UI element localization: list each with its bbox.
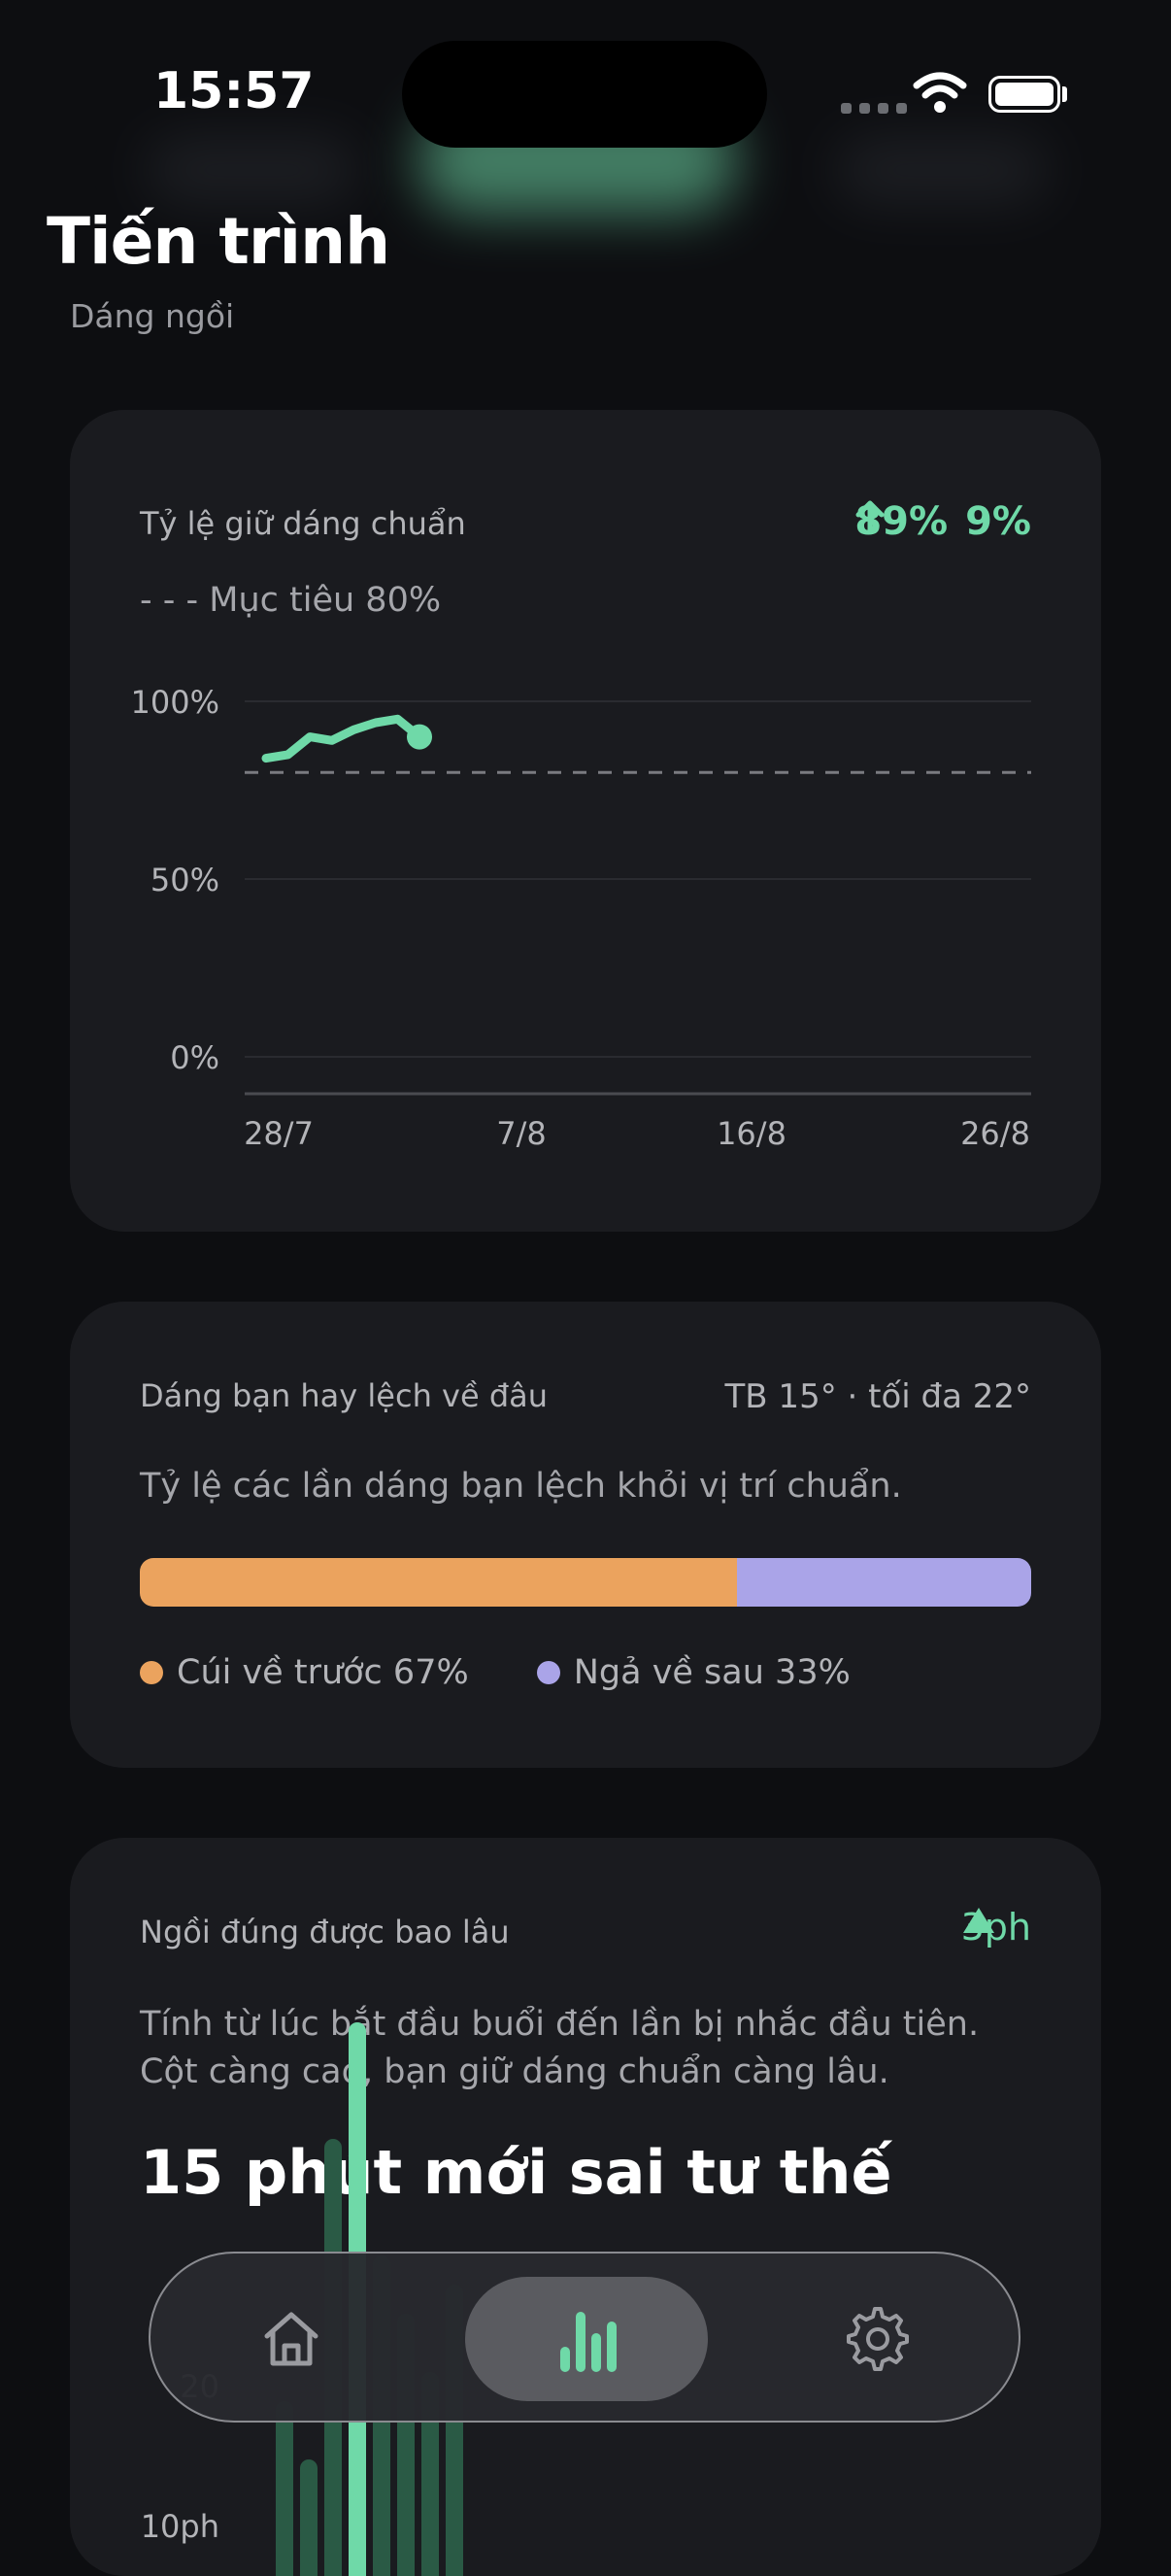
deviation-split-bar — [140, 1558, 1031, 1607]
gear-icon — [847, 2307, 909, 2371]
series-endpoint — [407, 724, 432, 750]
x-tick-label: 26/8 — [960, 1115, 1030, 1152]
posture-change: 9% — [855, 499, 1031, 544]
legend-backward-label: Ngả về sau 33% — [573, 1653, 851, 1692]
forward-segment — [140, 1558, 738, 1607]
card-label: Ngồi đúng được bao lâu — [140, 1914, 510, 1950]
bar-chart-icon — [560, 2312, 617, 2372]
wifi-icon — [913, 72, 967, 113]
forward-dot — [140, 1661, 163, 1684]
y-tick-label: 10ph — [141, 2508, 219, 2545]
triangle-up-icon — [962, 1908, 994, 1933]
posture-stat: 89% 9% — [854, 499, 1031, 544]
y-tick-label: 100% — [131, 684, 219, 721]
y-tick-label: 50% — [151, 862, 219, 898]
page-subtitle: Dáng ngồi — [70, 297, 235, 335]
tab-home[interactable] — [170, 2277, 413, 2401]
posture-line-chart: 100% 50% 0% 28/7 7/8 16/8 26/8 — [131, 684, 1031, 1152]
duration-bar — [276, 2401, 293, 2576]
duration-headline: 15 phút mới sai tư thế — [140, 2137, 892, 2208]
tab-progress[interactable] — [465, 2277, 708, 2401]
duration-bar-chart: 10ph20 — [141, 2022, 463, 2576]
backward-dot — [536, 1661, 560, 1684]
tab-settings[interactable] — [756, 2277, 999, 2401]
legend-forward-label: Cúi về trước 67% — [177, 1653, 469, 1692]
good-posture-card: Tỷ lệ giữ dáng chuẩn 89% 9% - - - Mục ti… — [70, 410, 1101, 1232]
duration-bar — [300, 2459, 318, 2576]
card-label: Dáng bạn hay lệch về đâu — [140, 1377, 549, 1414]
y-tick-label: 0% — [170, 1039, 219, 1076]
duration-bar — [421, 2372, 439, 2576]
battery-icon — [988, 76, 1060, 113]
posture-change-value: 9% — [965, 499, 1031, 544]
status-time: 15:57 — [153, 62, 315, 120]
home-icon — [264, 2312, 318, 2366]
arrow-up-icon — [855, 500, 885, 534]
deviation-legend: Cúi về trước 67% Ngả về sau 33% — [140, 1653, 851, 1692]
x-tick-label: 16/8 — [717, 1115, 786, 1152]
duration-delta: 3ph — [961, 1906, 1031, 1949]
deviation-description: Tỷ lệ các lần dáng bạn lệch khỏi vị trí … — [140, 1467, 902, 1506]
status-glow-right — [835, 136, 1049, 204]
deviation-card: Dáng bạn hay lệch về đâu TB 15° · tối đa… — [70, 1302, 1101, 1768]
backward-segment — [737, 1558, 1031, 1607]
dynamic-island — [402, 41, 767, 148]
legend-forward: Cúi về trước 67% — [140, 1653, 469, 1692]
legend-backward: Ngả về sau 33% — [536, 1653, 851, 1692]
duration-description: Tính từ lúc bắt đầu buổi đến lần bị nhắc… — [140, 2005, 980, 2091]
duration-card: Ngồi đúng được bao lâu 3ph Tính từ lúc b… — [70, 1838, 1101, 2576]
deviation-average: TB 15° · tối đa 22° — [724, 1377, 1031, 1416]
x-tick-label: 28/7 — [244, 1115, 314, 1152]
series-line — [261, 714, 424, 763]
target-legend: - - - Mục tiêu 80% — [140, 581, 442, 620]
cellular-icon — [841, 103, 907, 114]
tab-bar — [149, 2252, 1020, 2423]
page-title: Tiến trình — [47, 204, 390, 279]
x-tick-label: 7/8 — [496, 1115, 547, 1152]
status-glow-left — [146, 136, 359, 204]
battery-nub — [1062, 86, 1067, 102]
card-label: Tỷ lệ giữ dáng chuẩn — [140, 505, 466, 542]
